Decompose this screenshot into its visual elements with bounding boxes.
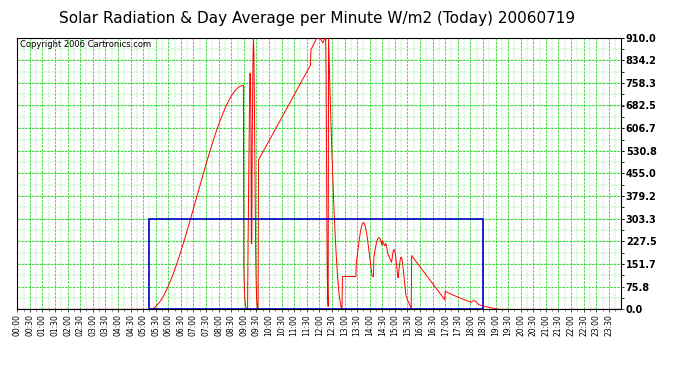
Text: Solar Radiation & Day Average per Minute W/m2 (Today) 20060719: Solar Radiation & Day Average per Minute… — [59, 11, 575, 26]
Bar — [150, 219, 483, 309]
Text: Copyright 2006 Cartronics.com: Copyright 2006 Cartronics.com — [20, 40, 151, 49]
